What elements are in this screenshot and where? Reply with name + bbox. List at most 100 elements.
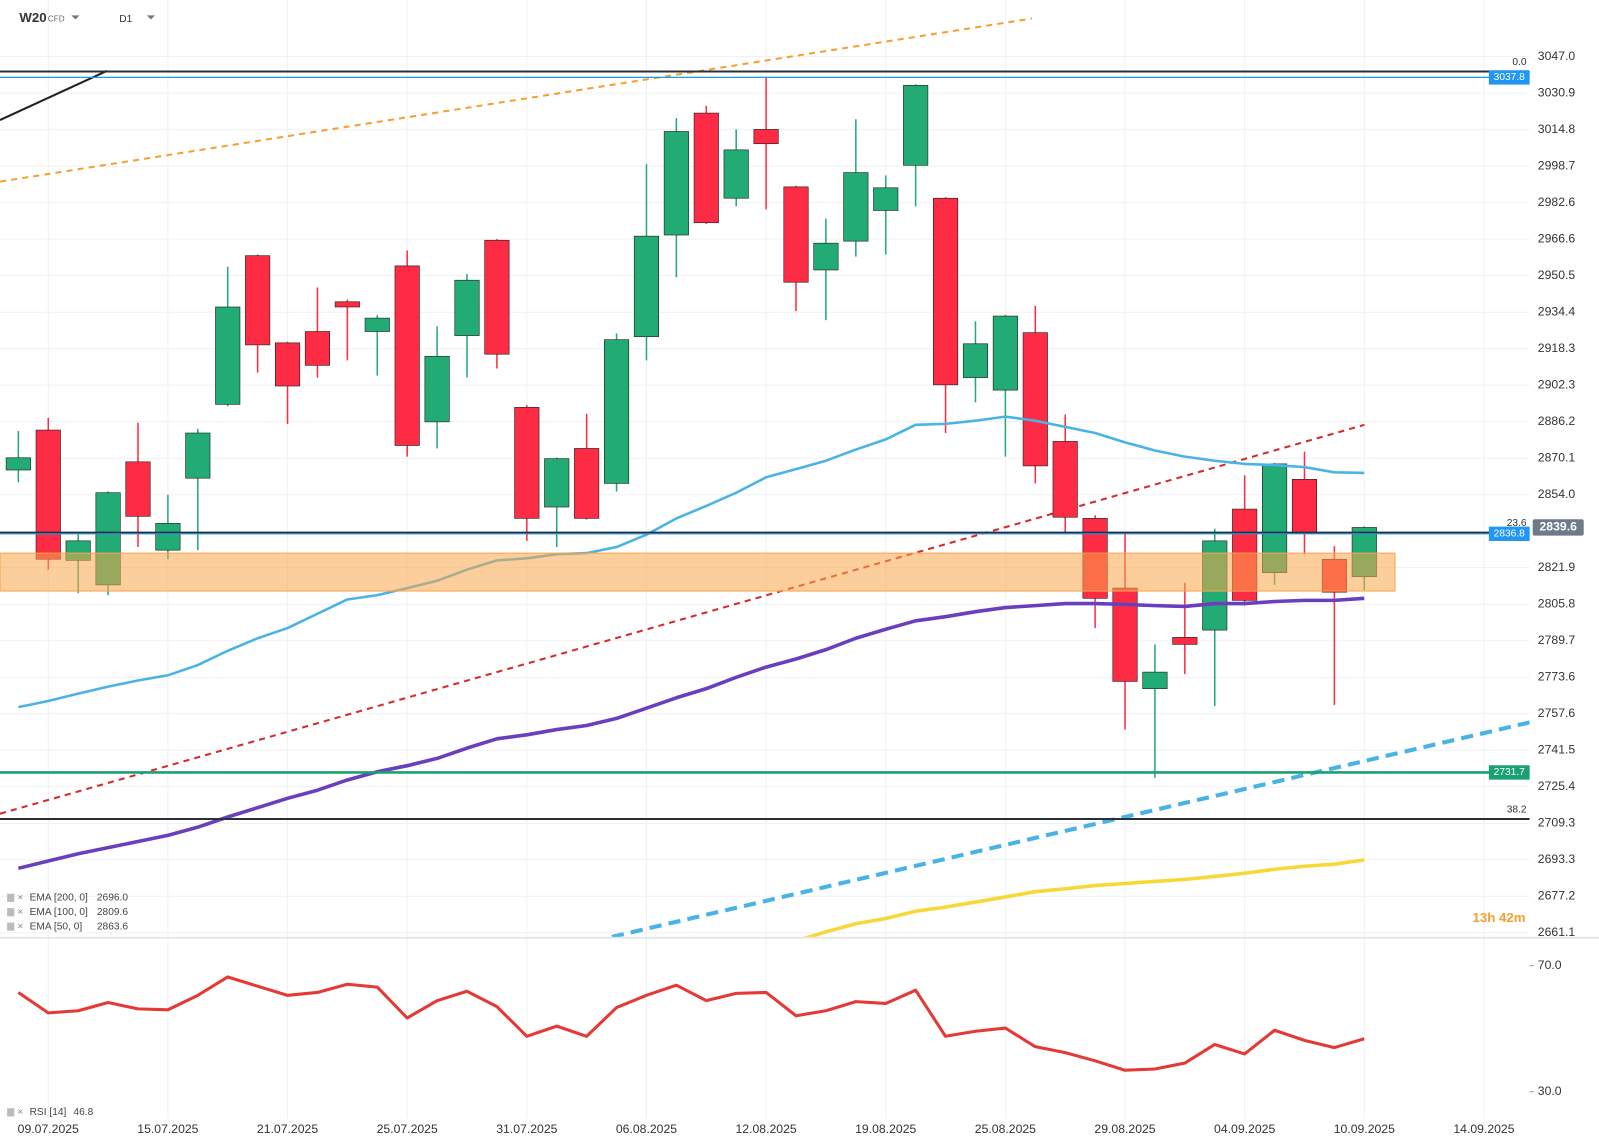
zone — [0, 552, 1396, 592]
candle-body — [35, 429, 61, 560]
candle-body — [693, 112, 719, 224]
candle-body — [574, 448, 600, 519]
legend-icon — [7, 1108, 15, 1117]
candle-body — [245, 255, 271, 346]
y-tick-label: 70.0 — [1538, 958, 1562, 972]
y-tick-label: 2773.6 — [1538, 670, 1576, 684]
candle-body — [783, 186, 809, 283]
legend-icon — [7, 908, 15, 917]
candle-body — [215, 306, 241, 405]
y-tick-label: 2677.2 — [1538, 888, 1576, 902]
legend-close: × — [17, 921, 23, 932]
symbol-kind: CFD — [48, 15, 65, 24]
x-tick-label: 04.09.2025 — [1214, 1122, 1275, 1136]
candle-body — [514, 407, 540, 519]
y-tick-label: 2757.6 — [1538, 706, 1576, 720]
x-tick-label: 12.08.2025 — [736, 1122, 797, 1136]
y-tick-label: 2821.9 — [1538, 560, 1576, 574]
y-tick-label: 2886.2 — [1538, 414, 1576, 428]
trend-lines — [0, 17, 1530, 937]
trend-line — [0, 69, 108, 121]
y-tick-label: 3014.8 — [1538, 122, 1576, 136]
symbol[interactable]: W20 — [19, 10, 46, 25]
x-tick-label: 10.09.2025 — [1334, 1122, 1395, 1136]
legend-name: EMA [50, 0] — [30, 921, 83, 932]
legend-icon — [7, 922, 15, 931]
x-tick-label: 31.07.2025 — [496, 1122, 557, 1136]
x-tick-label: 14.09.2025 — [1453, 1122, 1514, 1136]
y-tick-label: 30.0 — [1538, 1084, 1562, 1098]
trend-line — [0, 423, 1365, 815]
candle-body — [903, 85, 929, 166]
header: W20 CFD D1 — [19, 10, 156, 25]
last-price-label: 2839.6 — [1540, 520, 1578, 534]
dropdown-caret[interactable] — [146, 15, 156, 20]
candle-body — [604, 339, 630, 484]
candle-body — [962, 343, 989, 378]
fib-label: 38.2 — [1507, 804, 1527, 815]
legend-value: 2809.6 — [97, 907, 128, 918]
dropdown-caret[interactable] — [71, 15, 80, 20]
candle-body — [484, 239, 510, 355]
legend-close: × — [17, 1107, 23, 1118]
candle-body — [125, 461, 151, 517]
legend-name: EMA [200, 0] — [30, 893, 88, 904]
y-tick-label: 2741.5 — [1538, 742, 1576, 756]
trend-line — [611, 720, 1530, 937]
y-tick-label: 2982.6 — [1538, 195, 1576, 209]
y-tick-label: 2950.5 — [1538, 268, 1576, 282]
level-tag — [1488, 526, 1530, 542]
level-tag-label: 2731.7 — [1494, 767, 1525, 778]
fib-label: 23.6 — [1507, 518, 1527, 529]
interval[interactable]: D1 — [119, 14, 132, 25]
legend-name: RSI [14] — [30, 1107, 67, 1118]
x-tick-label: 25.08.2025 — [975, 1122, 1036, 1136]
y-tick-label: 3030.9 — [1538, 85, 1576, 99]
candle-body — [1291, 479, 1318, 534]
candle-body — [334, 301, 360, 308]
candle-body — [843, 172, 869, 242]
overlay: 3047.0 3030.9 3014.8 2998.7 2982.6 2966.6 2950… — [7, 49, 1584, 1136]
x-tick-label: 29.08.2025 — [1094, 1122, 1155, 1136]
legend-value: 2863.6 — [97, 921, 128, 932]
legend-value: 46.8 — [73, 1107, 93, 1118]
candle-body — [633, 235, 660, 338]
candle-body — [1112, 587, 1138, 682]
candle-body — [275, 342, 301, 387]
candle-body — [155, 523, 181, 551]
legend-close: × — [17, 893, 23, 904]
candle-body — [544, 458, 570, 508]
level-tag — [1488, 70, 1530, 85]
trend-line — [0, 17, 1033, 183]
candle-body — [364, 317, 390, 332]
y-tick-label: 3047.0 — [1538, 49, 1576, 63]
y-tick-label: 2805.8 — [1538, 596, 1576, 610]
x-tick-label: 15.07.2025 — [137, 1122, 198, 1136]
x-tick-label: 09.07.2025 — [18, 1122, 79, 1136]
x-tick-label: 06.08.2025 — [616, 1122, 677, 1136]
x-tick-label: 19.08.2025 — [855, 1122, 916, 1136]
level-tag — [1488, 765, 1530, 780]
y-tick-label: 2870.1 — [1538, 450, 1576, 464]
candle-body — [304, 331, 330, 366]
level-tag-label: 3037.8 — [1494, 72, 1525, 83]
x-tick-label: 25.07.2025 — [377, 1122, 438, 1136]
series-line — [17, 596, 1365, 871]
candle-body — [1142, 671, 1168, 689]
y-tick-label: 2934.4 — [1538, 304, 1576, 318]
series-line — [17, 975, 1365, 1072]
candle-body — [5, 457, 31, 471]
legend-icon — [7, 893, 15, 902]
y-tick-label: 2966.6 — [1538, 231, 1576, 245]
candle-body — [723, 149, 749, 199]
y-tick-label: 2918.3 — [1538, 341, 1576, 355]
candle-body — [424, 355, 450, 423]
legend-value: 2696.0 — [97, 893, 128, 904]
legend-close: × — [17, 907, 23, 918]
y-tick-label: 2661.1 — [1538, 925, 1576, 939]
fib-label: 0.0 — [1512, 57, 1526, 68]
candle-body — [185, 432, 211, 479]
series-line — [803, 858, 1365, 937]
